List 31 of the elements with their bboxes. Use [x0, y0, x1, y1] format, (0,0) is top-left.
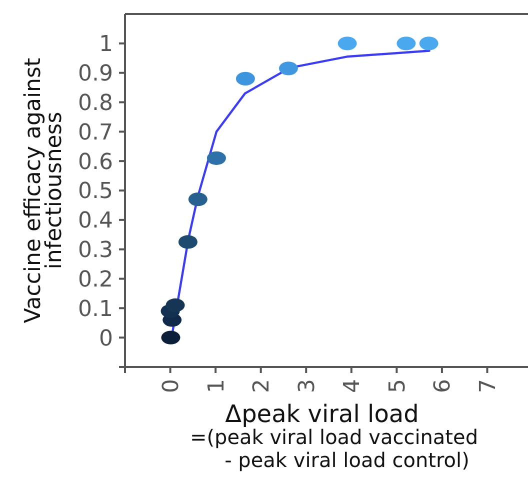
x-tick-label: 6 [430, 379, 456, 393]
y-tick-label: 0.8 [78, 90, 113, 116]
x-tick-label: 5 [385, 379, 410, 393]
x-tick-label: 0 [158, 379, 184, 393]
point [396, 36, 416, 50]
x-axis-title: Δpeak viral load =(peak viral load vaccinated - peak viral load control) [190, 400, 478, 472]
y-tick-label: 0.2 [78, 267, 113, 292]
x-tick-label: 1 [204, 379, 230, 393]
y-tick-label: 0.4 [78, 208, 113, 234]
point [236, 72, 255, 86]
y-tick-label: 0.7 [78, 120, 113, 146]
x-tick-label: 7 [476, 379, 501, 393]
point [419, 36, 438, 50]
y-tick-label: 0.1 [78, 296, 113, 322]
point [178, 235, 198, 249]
x-tick-label: 2 [250, 379, 275, 393]
point [166, 298, 185, 312]
point [161, 330, 180, 344]
y-tick-label: 0.3 [78, 238, 113, 264]
x-tick-label: 4 [340, 379, 366, 393]
y-tick-label: 0.9 [78, 62, 113, 87]
y-tick-label: 1 [99, 32, 113, 58]
y-tick-label: 0.5 [78, 179, 113, 204]
y-axis-title: Vaccine efficacy against infectiousness [21, 58, 67, 324]
point [206, 151, 226, 165]
point [278, 62, 298, 76]
x-tick-label: 3 [294, 379, 320, 393]
point [338, 36, 357, 50]
point [188, 192, 208, 206]
y-tick-label: 0 [99, 326, 113, 352]
y-tick-label: 0.6 [78, 150, 113, 175]
